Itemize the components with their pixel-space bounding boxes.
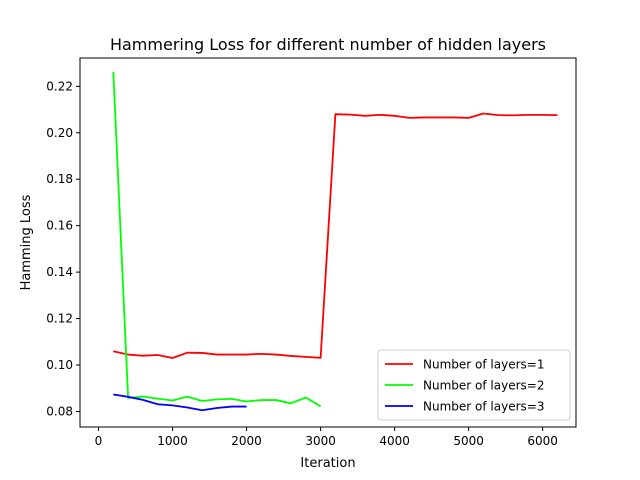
x-tick-label: 5000 [453,434,484,448]
x-tick-label: 3000 [305,434,336,448]
series-line-2 [112,71,322,408]
y-tick-label: 0.10 [46,358,73,372]
y-tick-label: 0.18 [46,172,73,186]
plot-area [112,71,558,412]
y-axis-label: Hamming Loss [19,194,34,290]
legend-box [377,349,571,421]
x-axis-label: Iteration [300,456,355,471]
legend: Number of layers=1 Number of layers=2 Numb… [377,349,571,421]
y-tick-label: 0.08 [46,404,73,418]
legend-label-2: Number of layers=2 [423,379,544,393]
y-tick-label: 0.12 [46,312,73,326]
axes-frame [79,57,577,428]
x-axis: 0 1000 2000 3000 4000 5000 6000 [95,427,558,448]
series-line-1 [113,112,558,359]
x-tick-label: 1000 [157,434,188,448]
x-tick-label: 4000 [379,434,410,448]
y-axis: 0.08 0.10 0.12 0.14 0.16 0.18 0.20 0.22 [46,79,80,418]
y-tick-label: 0.20 [46,126,73,140]
legend-label-3: Number of layers=3 [423,400,544,414]
x-tick-label: 2000 [231,434,262,448]
x-tick-label: 6000 [527,434,558,448]
x-tick-label: 0 [95,434,103,448]
chart-title: Hammering Loss for different number of h… [110,35,546,54]
y-tick-label: 0.16 [46,219,73,233]
series-line-3 [113,393,247,412]
y-tick-label: 0.14 [46,265,73,279]
legend-label-1: Number of layers=1 [423,358,544,372]
y-tick-label: 0.22 [46,79,73,93]
